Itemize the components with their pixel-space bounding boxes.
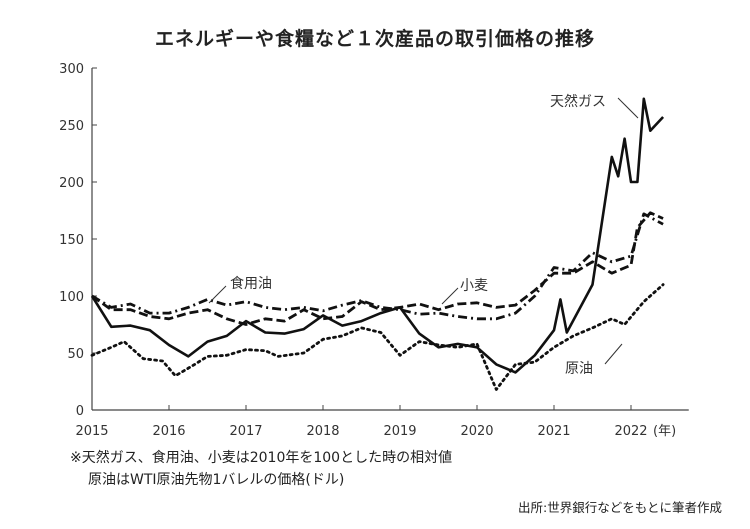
leader-line [617,97,639,119]
series-line-dashdot [91,212,664,321]
series-label: 食用油 [230,275,272,292]
y-tick-label: 300 [59,62,84,77]
x-tick-label: 2017 [229,424,262,439]
y-tick-label: 50 [67,347,84,362]
x-axis-unit: (年) [653,424,676,439]
y-tick-label: 100 [59,290,84,305]
x-tick-label: 2018 [306,424,339,439]
x-tick-label: 2021 [537,424,570,439]
series-line-solid [90,97,665,374]
leader-line [604,343,623,365]
x-tick-label: 2015 [75,424,108,439]
x-tick-label: 2019 [383,424,416,439]
leader-line [208,285,227,304]
x-tick-label: 2016 [152,424,185,439]
note-line-1: ※天然ガス、食用油、小麦は2010年を100とした時の相対値 [70,450,453,466]
series-line-dotted [90,283,665,391]
x-tick-label: 2022 [614,424,647,439]
note-line-2: 原油はWTI原油先物1バレルの価格(ドル) [88,472,345,488]
x-tick-label: 2020 [460,424,493,439]
source-note: 出所:世界銀行などをもとに筆者作成 [518,500,722,515]
y-tick-label: 0 [76,404,84,419]
series-label: 原油 [565,361,593,377]
y-tick-label: 200 [59,176,84,191]
y-tick-label: 250 [59,119,84,134]
y-tick-label: 150 [59,233,84,248]
leader-line [441,287,459,305]
series-label: 小麦 [460,278,488,294]
series-line-dashed [91,211,664,326]
series-label: 天然ガス [550,93,606,110]
chart-title: エネルギーや食糧など１次産品の取引価格の推移 [154,28,595,50]
